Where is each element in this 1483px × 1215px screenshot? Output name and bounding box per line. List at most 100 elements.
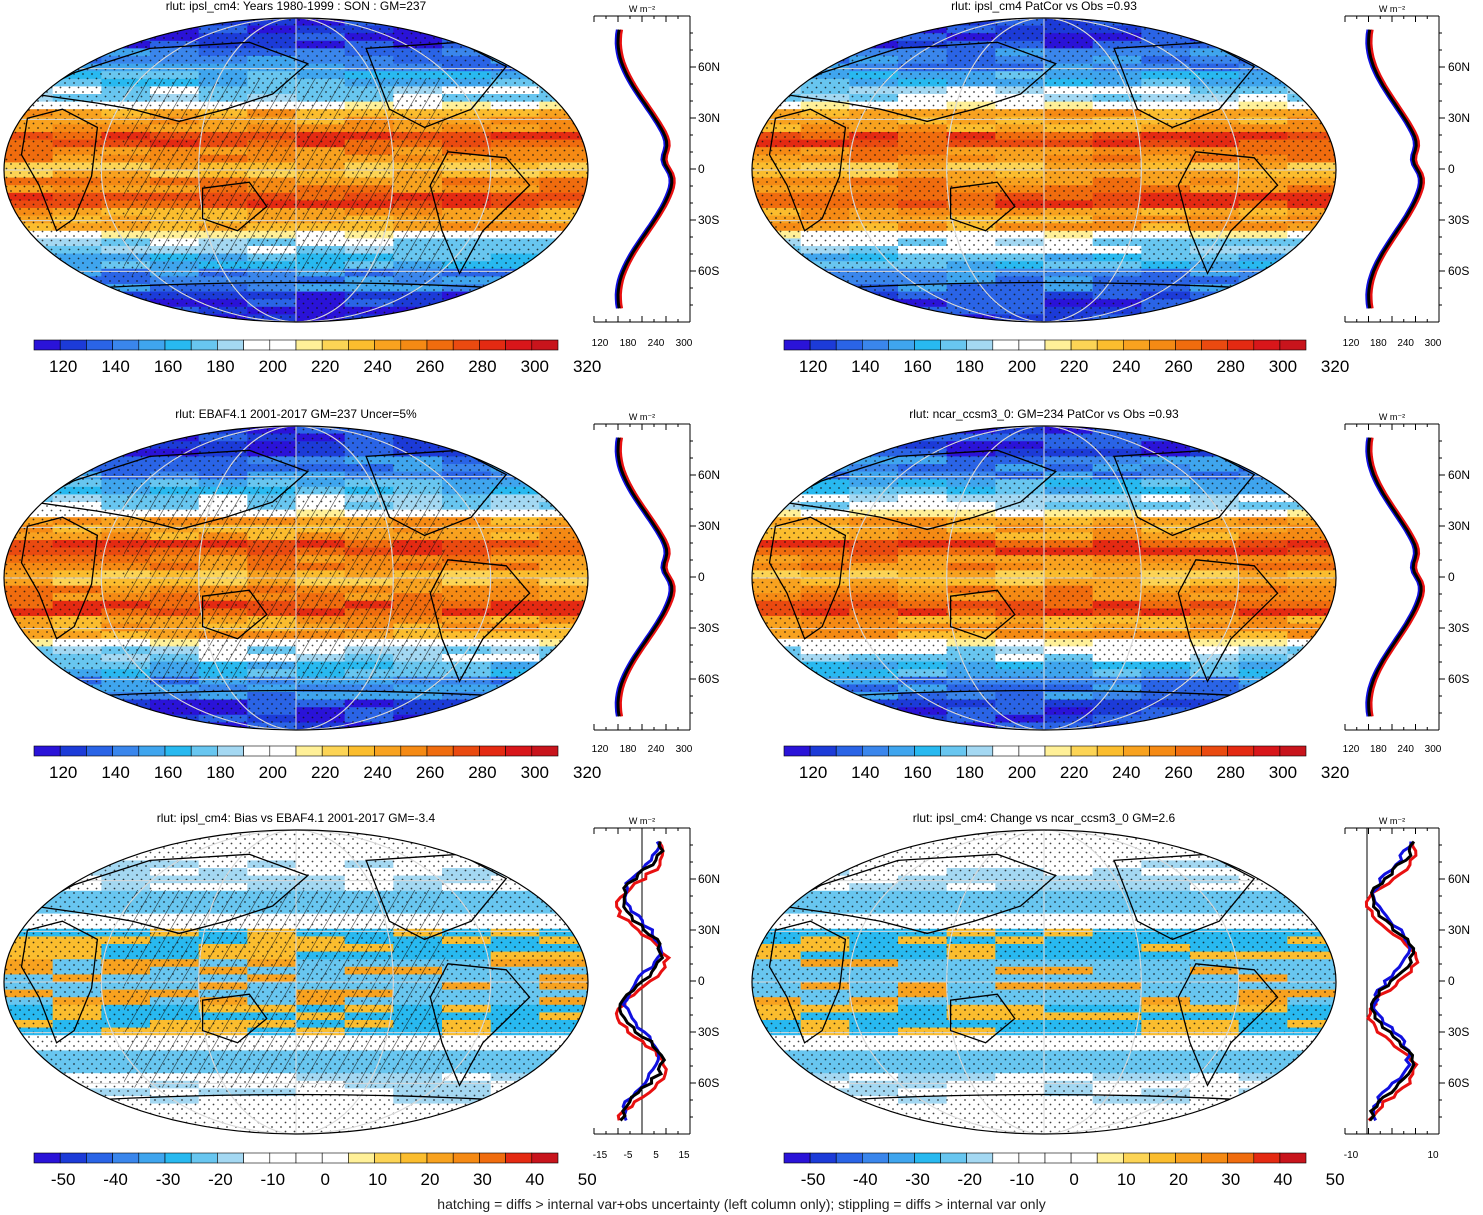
colorbar-label: 160 [903, 763, 931, 782]
profile-curve [614, 437, 672, 717]
colorbar-swatch [531, 339, 559, 351]
map-cell [490, 692, 541, 701]
profile-tick-label: 180 [620, 338, 637, 349]
colorbar-swatch [835, 339, 863, 351]
map-cell [490, 284, 541, 293]
colorbar-label: 220 [1060, 357, 1088, 376]
colorbar-swatch [217, 1152, 244, 1164]
map-cell [1190, 426, 1240, 435]
map-cell [800, 448, 851, 458]
colorbar-swatch [426, 1152, 454, 1164]
map-cell [752, 40, 802, 50]
map-cell [800, 25, 851, 35]
map-cell [752, 299, 802, 308]
colorbar-label: -10 [1010, 1170, 1035, 1189]
map-cell [490, 25, 541, 35]
panel-title-p5: rlut: ipsl_cm4: Bias vs EBAF4.1 2001-201… [157, 811, 436, 825]
colorbar-label: 120 [49, 357, 77, 376]
map-cell [4, 1111, 54, 1120]
map-cell [752, 1103, 802, 1113]
colorbar-swatch [1096, 339, 1124, 351]
map-cell [490, 722, 541, 730]
map-cell [52, 1096, 103, 1105]
map-cell [52, 456, 103, 465]
colorbar-swatch [1149, 1152, 1176, 1164]
coastline [31, 449, 309, 531]
map-cell [1190, 707, 1240, 716]
colorbar-swatch [400, 1152, 428, 1164]
map-cell [150, 722, 200, 730]
map-cell [1287, 1103, 1336, 1113]
map-cell [800, 692, 851, 701]
map-cell [800, 48, 851, 57]
colorbar-label: 180 [956, 763, 984, 782]
coastline [429, 963, 531, 1087]
map-cell [4, 48, 54, 57]
map-cell [752, 868, 802, 877]
map-cell [442, 1118, 492, 1128]
map-p6 [751, 829, 1337, 1135]
colorbar-swatch [1175, 745, 1202, 757]
colorbar-swatch [966, 339, 994, 351]
map-cell [52, 860, 103, 869]
map-cell [4, 707, 54, 716]
map-p4 [751, 425, 1337, 731]
map-cell [52, 714, 103, 724]
map-cell [1287, 261, 1336, 270]
map-cell [539, 845, 588, 854]
map-cell [490, 18, 541, 27]
map-cell [800, 314, 851, 322]
map-cell [539, 18, 588, 27]
map-cell [101, 707, 151, 716]
map-cell [52, 692, 103, 701]
colorbar-label: -10 [261, 1170, 286, 1189]
map-cell [849, 830, 899, 839]
map-cell [101, 830, 151, 839]
colorbar-swatch [112, 339, 140, 351]
map-cell [4, 875, 54, 885]
map-cell [1287, 722, 1336, 730]
map-cell [4, 63, 54, 73]
map-cell [898, 722, 948, 730]
map-cell [849, 1126, 899, 1134]
colorbar-label: 260 [1164, 357, 1192, 376]
colorbar-swatch [1123, 745, 1150, 757]
colorbar-label: 220 [1060, 763, 1088, 782]
colorbar-swatch [809, 1152, 837, 1164]
map-cell [150, 426, 200, 435]
profile-curve [614, 29, 672, 309]
colorbar-label: -50 [801, 1170, 826, 1189]
map-cell [101, 837, 151, 847]
colorbar-swatch [1044, 1152, 1072, 1164]
colorbar-swatch [33, 745, 61, 757]
colorbar-swatch [138, 339, 166, 351]
map-cell [539, 441, 588, 450]
map-cell [4, 56, 54, 65]
map-cell [1238, 433, 1289, 443]
lat-label: 60S [698, 264, 719, 278]
map-cell [752, 48, 802, 57]
colorbar-label: 200 [1008, 357, 1036, 376]
map-cell [52, 707, 103, 716]
colorbar-swatch [861, 1152, 889, 1164]
profile-tick-label: 300 [1425, 744, 1442, 755]
map-cell [1238, 830, 1289, 839]
colorbar-label: 280 [468, 763, 496, 782]
map-cell [393, 18, 443, 27]
map-cell [539, 676, 588, 686]
map-cell [1238, 837, 1289, 847]
map-cell [1238, 456, 1289, 465]
map-cell [1287, 692, 1336, 701]
profile-curve [1368, 840, 1416, 1122]
lat-label: 60N [1448, 60, 1470, 74]
colorbar-swatch [426, 745, 454, 757]
map-cell [52, 40, 103, 50]
colorbar-label: 260 [416, 357, 444, 376]
colorbar-swatch [1253, 339, 1281, 351]
colorbar-label: 240 [363, 357, 391, 376]
colorbar-swatch [861, 745, 889, 757]
map-cell [849, 314, 899, 322]
map-cell [1287, 1118, 1336, 1128]
colorbar-swatch [243, 745, 271, 757]
